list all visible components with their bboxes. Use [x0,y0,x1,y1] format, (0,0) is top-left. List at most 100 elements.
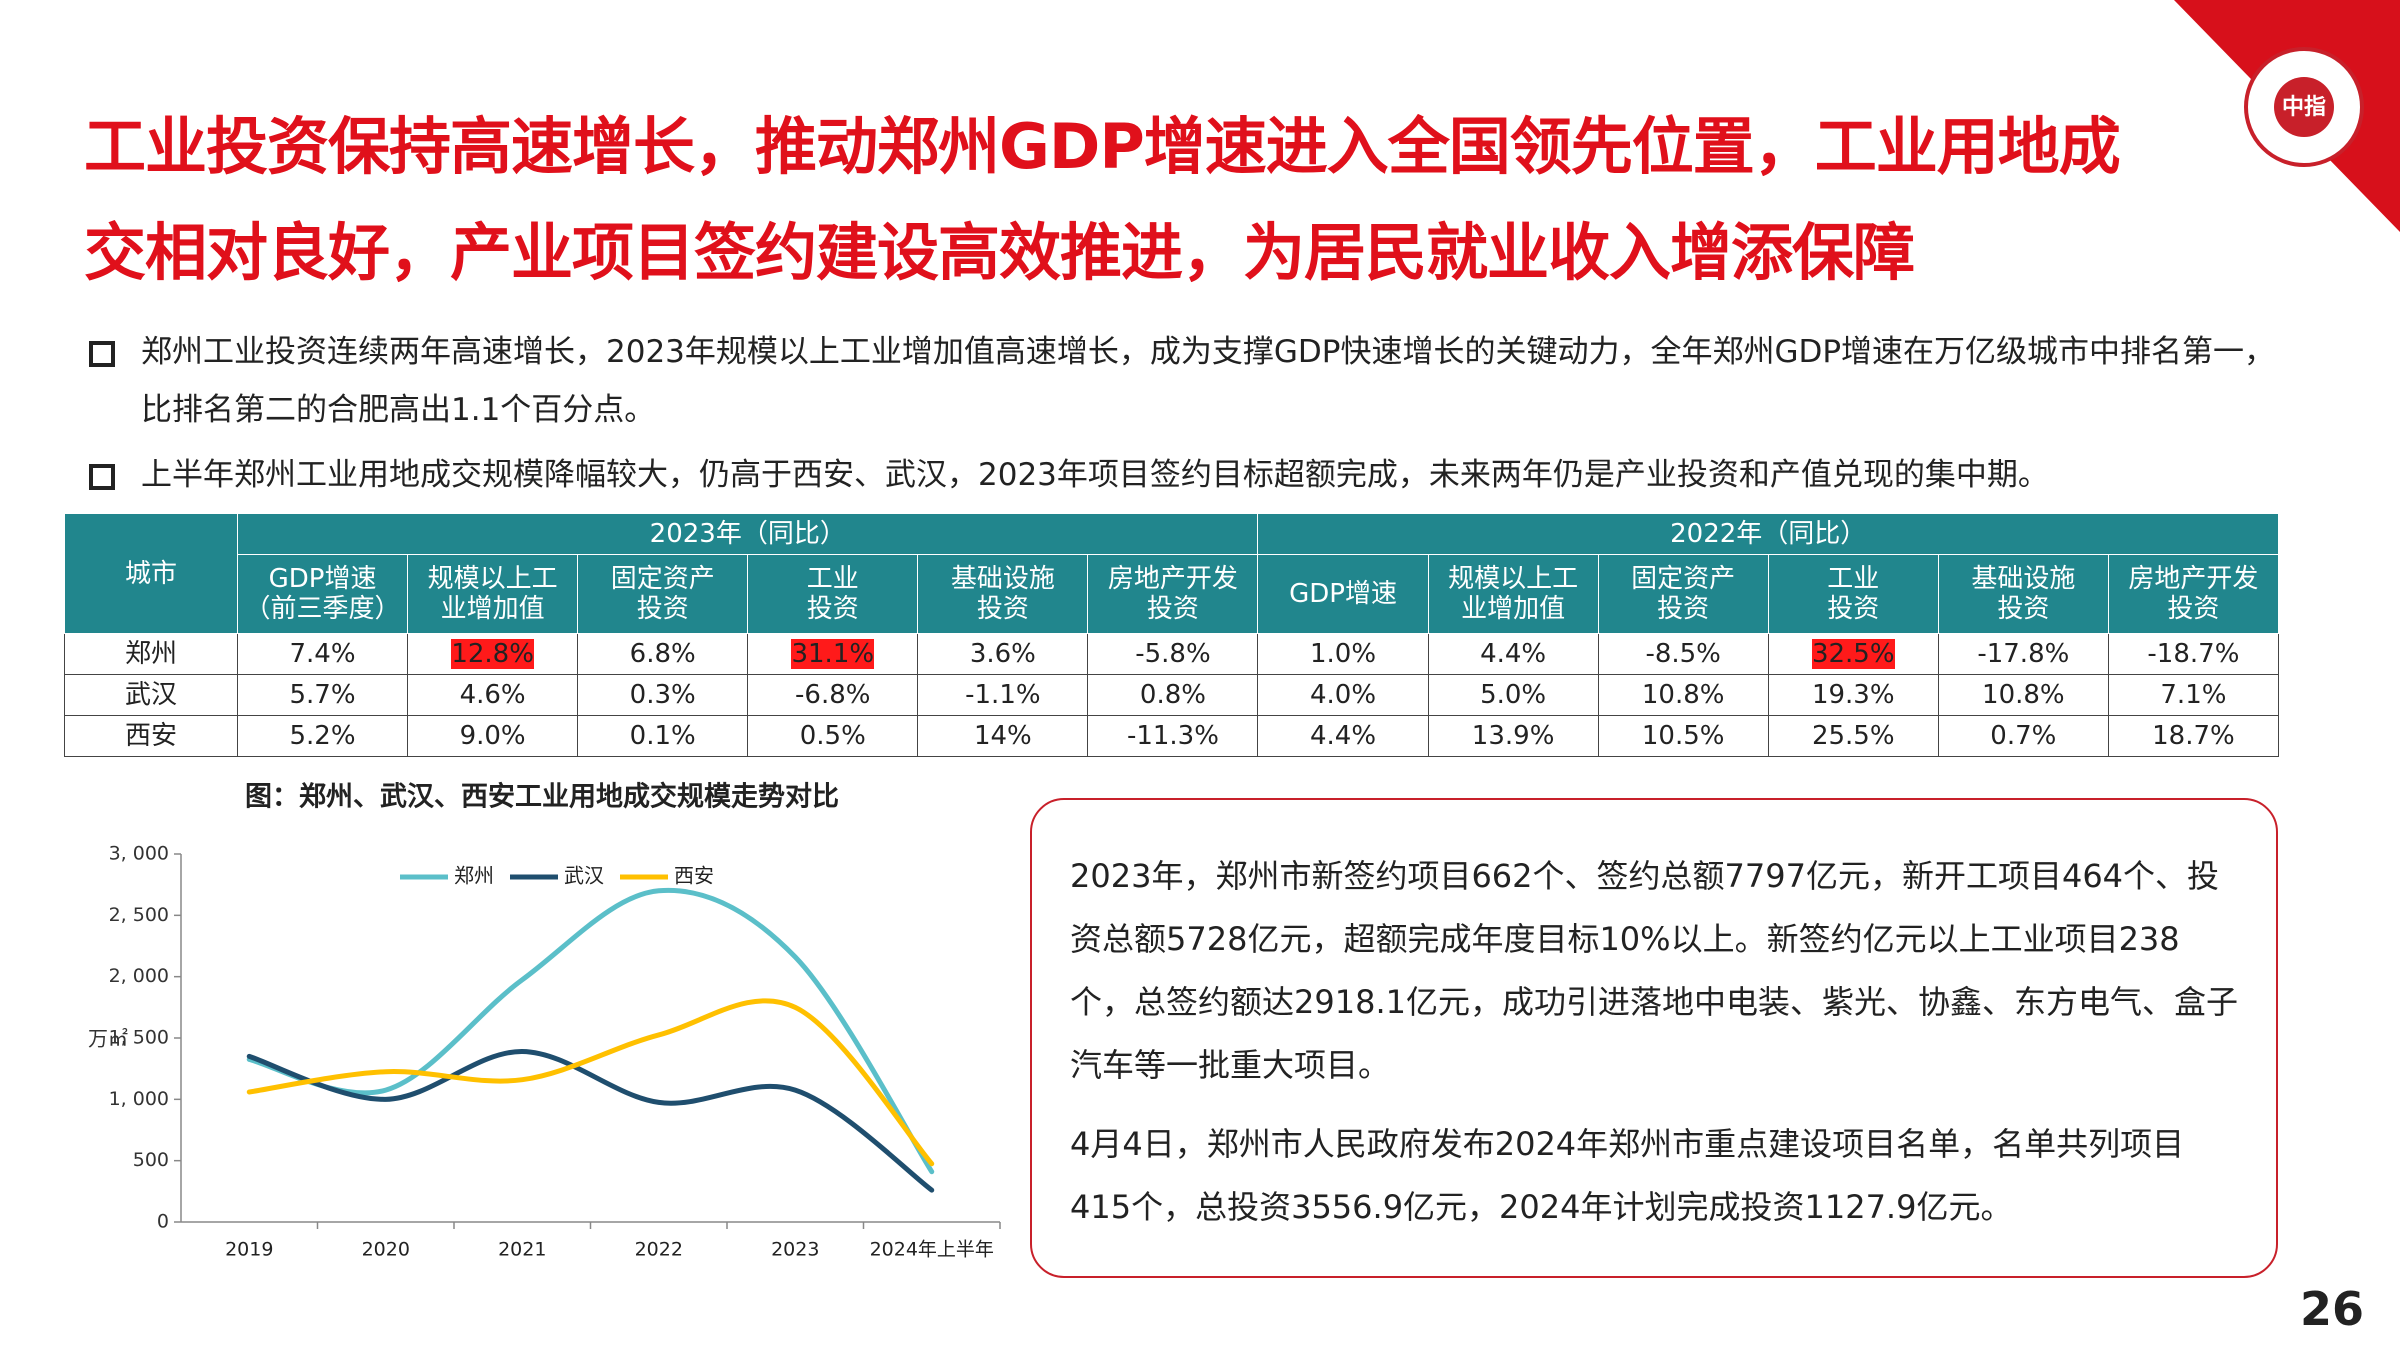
cell: -5.8% [1087,633,1259,675]
data-row: 武汉 5.7% 4.6% 0.3% -6.8% -1.1% 0.8% 4.0% 5.0% 10.8… [64,674,2279,716]
column-header: 基础设施 投资 [1937,554,2109,634]
column-header-line: 工业 [1827,564,1880,594]
column-header-line: 投资 [1827,594,1880,624]
column-header: 规模以上工 业增加值 [1427,554,1599,634]
column-header-line: 固定资产 [610,564,715,594]
bullet: 郑州工业投资连续两年高速增长，2023年规模以上工业增加值高速增长，成为支撑GD… [89,323,2304,439]
y-tick-label: 2, 500 [109,904,169,926]
y-tick-label: 1, 000 [109,1088,169,1110]
bullet: 上半年郑州工业用地成交规模降幅较大，仍高于西安、武汉，2023年项目签约目标超额… [89,446,2304,504]
column-header-line: 规模以上工 [1448,564,1579,594]
highlighted-value: 32.5% [1811,639,1895,669]
column-header: 基础设施 投资 [917,554,1089,634]
cell: 10.8% [1937,674,2109,716]
column-header-line: （前三季度） [244,594,401,624]
cell: 6.8% [577,633,749,675]
cell: -1.1% [917,674,1089,716]
title-line: 工业投资保持高速增长，推动郑州GDP增速进入全国领先位置，工业用地成 [84,110,2121,183]
title-line: 交相对良好，产业项目签约建设高效推进，为居民就业收入增添保障 [84,216,1915,289]
legend-label: 武汉 [564,864,604,888]
column-header: 规模以上工 业增加值 [407,554,579,634]
column-header: 工业 投资 [747,554,919,634]
cell: 10.5% [1597,715,1769,757]
header-row: 城市 2023年（同比） 2022年（同比） [64,513,2279,634]
paragraph: 2023年，郑州市新签约项目662个、签约总额7797亿元，新开工项目464个、… [1070,857,2238,1084]
city: 郑州 [64,633,238,675]
cell: 14% [917,715,1089,757]
column-header-line: 业增加值 [440,594,545,624]
city: 西安 [64,715,238,757]
data-table: 城市 2023年（同比） 2022年（同比） GDP增速 （前三季度） 规模以上工 业增加值… [64,513,2279,757]
cell: 0.1% [577,715,749,757]
cell: 4.0% [1257,674,1429,716]
column-header-line: 房地产开发 [1107,564,1238,594]
column-header-line: 固定资产 [1631,564,1736,594]
cell: 0.3% [577,674,749,716]
cell: 18.7% [2107,715,2279,757]
legend-label: 西安 [674,864,714,888]
cell: 13.9% [1427,715,1599,757]
cell: 4.4% [1427,633,1599,675]
y-tick-label: 1, 500 [109,1027,169,1049]
column-header: 房地产开发 投资 [2107,554,2279,634]
y-tick-label: 500 [133,1149,169,1171]
x-tick-label: 2024年上半年 [870,1239,994,1261]
cell: -18.7% [2107,633,2279,675]
cell: 0.5% [747,715,919,757]
cell: 31.1% [747,633,919,675]
cell: 12.8% [407,633,579,675]
legend-label: 郑州 [454,864,494,888]
cell: 9.0% [407,715,579,757]
cell: -11.3% [1087,715,1259,757]
group-header: 2022年（同比） [1257,513,2279,555]
cell: -6.8% [747,674,919,716]
column-header: 固定资产 投资 [1597,554,1769,634]
x-tick-label: 2022 [635,1239,683,1261]
x-tick-label: 2021 [498,1239,546,1261]
y-tick-label: 3, 000 [109,843,169,865]
cell: 25.5% [1767,715,1939,757]
data-row: 郑州 7.4% 12.8% 6.8% 31.1% 3.6% -5.8% 1.0% 4.4% -8.… [64,633,2279,675]
column-header-line: 投资 [2167,594,2220,624]
page-number: 26 [2300,1282,2365,1336]
y-tick-label: 2, 000 [109,965,169,987]
cell: 19.3% [1767,674,1939,716]
x-tick-label: 2023 [771,1239,819,1261]
column-header-line: 投资 [806,594,859,624]
logo-badge [2274,77,2334,137]
cell: 10.8% [1597,674,1769,716]
column-header-line: 投资 [1997,594,2050,624]
text-box: 2023年，郑州市新签约项目662个、签约总额7797亿元，新开工项目464个、… [1030,798,2278,1278]
data-row: 西安 5.2% 9.0% 0.1% 0.5% 14% -11.3% 4.4% 13.9% 10.5… [64,715,2279,757]
column-header-line: 规模以上工 [427,564,558,594]
column-header-line: GDP增速 [268,564,377,594]
highlighted-value: 31.1% [791,639,875,669]
series-line [246,1048,935,1193]
x-tick-label: 2019 [225,1239,273,1261]
y-tick-label: 0 [157,1211,169,1233]
cell: 3.6% [917,633,1089,675]
column-header: 固定资产 投资 [577,554,749,634]
city-header: 城市 [64,513,238,634]
group-header: 2023年（同比） [236,513,1259,555]
x-tick-label: 2020 [362,1239,410,1261]
chart-title: 图：郑州、武汉、西安工业用地成交规模走势对比 [245,781,839,813]
cell: 0.7% [1937,715,2109,757]
column-header: 工业 投资 [1767,554,1939,634]
column-header-line: GDP增速 [1289,579,1397,609]
subheader-row: GDP增速 （前三季度） 规模以上工 业增加值 固定资产 投资 工业 投资 基础设施 投资 房地产开… [65,554,2279,634]
cell: 32.5% [1767,633,1939,675]
y-axis-label: 万㎡ [88,1027,128,1051]
highlighted-value: 12.8% [451,639,534,669]
cell: 1.0% [1257,633,1429,675]
cell: 5.2% [236,715,409,757]
column-header: GDP增速 （前三季度） [236,554,409,634]
cell: 4.4% [1257,715,1429,757]
column-header-line: 投资 [976,594,1029,624]
column-header-line: 基础设施 [1971,564,2076,594]
column-header-line: 工业 [806,564,859,594]
series-line [246,887,935,1175]
cell: -8.5% [1597,633,1769,675]
